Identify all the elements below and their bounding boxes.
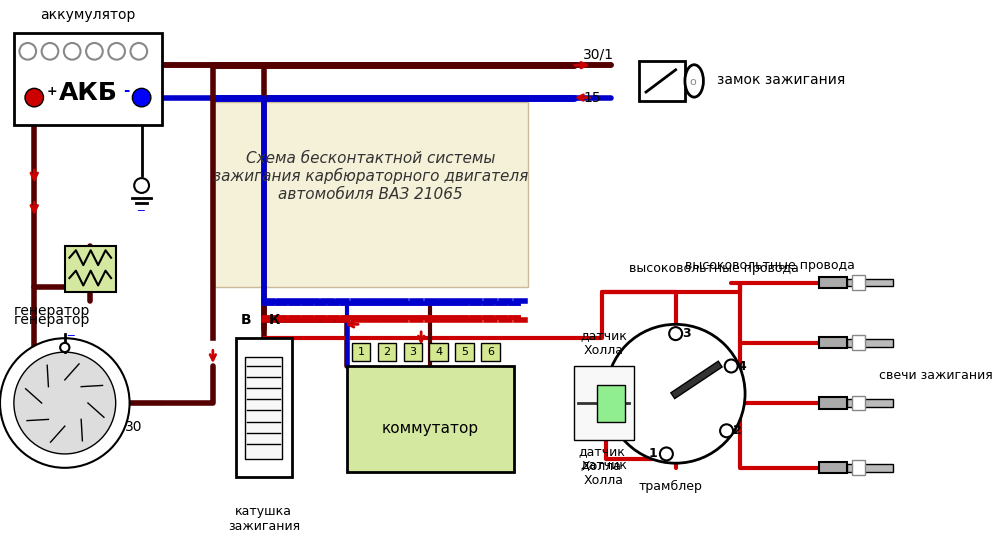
Circle shape: [42, 43, 58, 60]
Text: свечи зажигания: свечи зажигания: [879, 369, 993, 382]
Circle shape: [25, 88, 44, 107]
Text: В: В: [241, 313, 251, 327]
Text: ─: ─: [137, 205, 144, 215]
Bar: [819, 398, 847, 408]
Bar: [847, 464, 893, 472]
Bar: [377, 343, 396, 361]
Text: 1: 1: [648, 447, 657, 460]
Circle shape: [109, 43, 125, 60]
Text: Схема бесконтактной системы
зажигания карбюраторного двигателя
автомобиля ВАЗ 21: Схема бесконтактной системы зажигания ка…: [213, 151, 528, 202]
FancyBboxPatch shape: [213, 102, 528, 287]
Bar: [65, 246, 116, 292]
Bar: [851, 335, 865, 350]
Text: высоковольтные провода: высоковольтные провода: [685, 259, 854, 272]
Circle shape: [64, 43, 81, 60]
Text: аккумулятор: аккумулятор: [40, 8, 136, 22]
Bar: [851, 460, 865, 475]
Text: 6: 6: [487, 347, 494, 357]
Text: датчик
Холла: датчик Холла: [578, 445, 625, 473]
Bar: [597, 385, 625, 421]
Text: генератор: генератор: [14, 313, 90, 327]
Text: К: К: [268, 313, 279, 327]
Text: АКБ: АКБ: [59, 81, 118, 105]
Text: -: -: [123, 83, 130, 98]
Bar: [246, 357, 282, 459]
Text: 3: 3: [683, 327, 691, 340]
Bar: [851, 275, 865, 290]
Circle shape: [606, 325, 746, 463]
Circle shape: [721, 424, 734, 437]
Bar: [819, 337, 847, 348]
Text: o: o: [689, 77, 696, 87]
Text: датчик
Холла: датчик Холла: [580, 329, 627, 357]
Circle shape: [60, 343, 70, 352]
Text: катушка
зажигания: катушка зажигания: [228, 505, 299, 533]
Bar: [351, 343, 370, 361]
Text: замок зажигания: замок зажигания: [718, 72, 845, 87]
Text: высоковольтные провода: высоковольтные провода: [630, 262, 799, 275]
Text: генератор: генератор: [14, 304, 90, 318]
Circle shape: [131, 43, 147, 60]
Bar: [481, 343, 500, 361]
Text: коммутатор: коммутатор: [382, 420, 479, 436]
Circle shape: [14, 352, 116, 454]
Text: трамблер: трамблер: [639, 480, 703, 493]
Bar: [455, 343, 474, 361]
Circle shape: [660, 447, 673, 460]
Text: 2: 2: [383, 347, 390, 357]
Bar: [403, 343, 422, 361]
Text: 15: 15: [583, 91, 601, 105]
Text: 30/1: 30/1: [583, 48, 614, 62]
Text: 30: 30: [125, 420, 143, 434]
Circle shape: [670, 327, 683, 340]
Bar: [847, 279, 893, 286]
Text: 2: 2: [734, 424, 743, 437]
Bar: [847, 339, 893, 347]
Circle shape: [19, 43, 36, 60]
Bar: [639, 61, 685, 101]
Text: 1: 1: [357, 347, 364, 357]
Bar: [429, 343, 448, 361]
Bar: [851, 395, 865, 411]
Circle shape: [725, 360, 738, 373]
Text: 5: 5: [461, 347, 468, 357]
Circle shape: [133, 88, 151, 107]
Text: 3: 3: [409, 347, 416, 357]
Circle shape: [0, 338, 130, 468]
Bar: [847, 399, 893, 407]
Ellipse shape: [685, 65, 704, 97]
Circle shape: [86, 43, 103, 60]
Text: 4: 4: [738, 360, 747, 373]
Circle shape: [134, 178, 149, 193]
Text: ─: ─: [68, 330, 74, 340]
Bar: [347, 366, 514, 472]
Text: +: +: [46, 85, 57, 98]
Bar: [574, 366, 634, 440]
Text: 4: 4: [435, 347, 442, 357]
Bar: [819, 462, 847, 473]
Bar: [14, 33, 162, 126]
Bar: [236, 338, 291, 477]
Text: датчик
Холла: датчик Холла: [580, 459, 627, 486]
Bar: [819, 277, 847, 288]
